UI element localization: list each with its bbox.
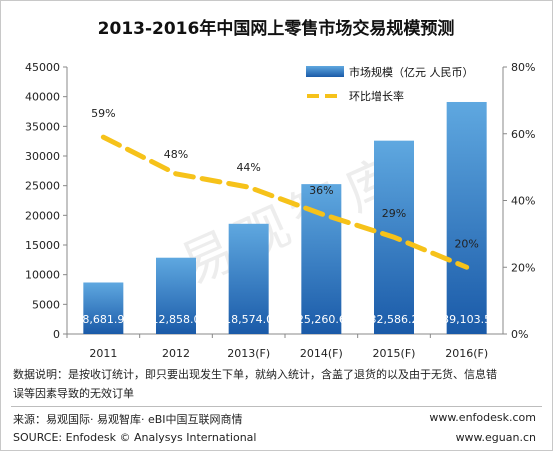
bar-value-label: 12,858.0 xyxy=(152,313,201,326)
bar-value-label: 18,574.0 xyxy=(224,313,273,326)
bar-value-label: 32,586.2 xyxy=(370,313,419,326)
growth-rate-line xyxy=(100,134,470,270)
y-left-tick-label: 15000 xyxy=(25,239,60,252)
growth-rate-label: 59% xyxy=(91,107,115,120)
source-en: SOURCE: Enfodesk © Analysys Internationa… xyxy=(13,431,257,444)
url-enfodesk: www.enfodesk.com xyxy=(429,411,536,424)
y-right-tick-label: 0% xyxy=(511,328,528,341)
x-tick-label: 2013(F) xyxy=(227,347,270,360)
bar xyxy=(228,223,269,334)
x-tick-label: 2016(F) xyxy=(445,347,488,360)
growth-rate-label: 44% xyxy=(236,161,260,174)
legend-line-label: 环比增长率 xyxy=(349,89,404,103)
y-left-tick-label: 30000 xyxy=(25,150,60,163)
y-left-tick-label: 10000 xyxy=(25,269,60,282)
growth-rate-label: 20% xyxy=(454,237,478,250)
bar-value-label: 8,681.9 xyxy=(82,313,124,326)
x-tick-label: 2011 xyxy=(89,347,117,360)
bar xyxy=(446,101,487,334)
data-note: 数据说明：是按收订统计，即只要出现发生下单，就纳入统计，含盖了退货的以及由于无货… xyxy=(13,365,543,403)
y-left-tick-label: 45000 xyxy=(25,61,60,74)
url-eguan: www.eguan.cn xyxy=(455,431,536,444)
y-right-tick-label: 40% xyxy=(511,195,535,208)
y-left-tick-label: 25000 xyxy=(25,180,60,193)
growth-rate-label: 29% xyxy=(382,207,406,220)
bar xyxy=(156,257,196,334)
bar xyxy=(83,282,124,334)
bar-value-label: 25,260.6 xyxy=(297,313,346,326)
legend-bar-swatch xyxy=(306,66,344,77)
x-tick-label: 2014(F) xyxy=(300,347,343,360)
y-left-tick-label: 0 xyxy=(53,328,60,341)
bar-value-label: 39,103.5 xyxy=(442,313,491,326)
growth-rate-label: 36% xyxy=(309,184,333,197)
y-right-tick-label: 80% xyxy=(511,61,535,74)
x-tick-label: 2012 xyxy=(162,347,190,360)
y-left-tick-label: 5000 xyxy=(32,298,60,311)
source-cn: 来源：易观国际· 易观智库· eBI中国互联网商情 xyxy=(13,413,243,426)
y-left-tick-label: 20000 xyxy=(25,209,60,222)
y-left-tick-label: 40000 xyxy=(25,91,60,104)
growth-rate-label: 48% xyxy=(164,148,188,161)
chart-canvas: 2013-2016年中国网上零售市场交易规模预测易观智库050001000015… xyxy=(25,18,535,360)
footer-divider xyxy=(11,406,542,407)
x-tick-label: 2015(F) xyxy=(373,347,416,360)
legend-bar-label: 市场规模（亿元 人民币） xyxy=(349,65,474,79)
data-note-line1: 数据说明：是按收订统计，即只要出现发生下单，就纳入统计，含盖了退货的以及由于无货… xyxy=(13,368,497,381)
y-right-tick-label: 20% xyxy=(511,261,535,274)
chart-title: 2013-2016年中国网上零售市场交易规模预测 xyxy=(98,18,455,39)
data-note-line2: 误等因素导致的无效订单 xyxy=(13,387,134,400)
y-left-tick-label: 35000 xyxy=(25,120,60,133)
y-right-tick-label: 60% xyxy=(511,128,535,141)
